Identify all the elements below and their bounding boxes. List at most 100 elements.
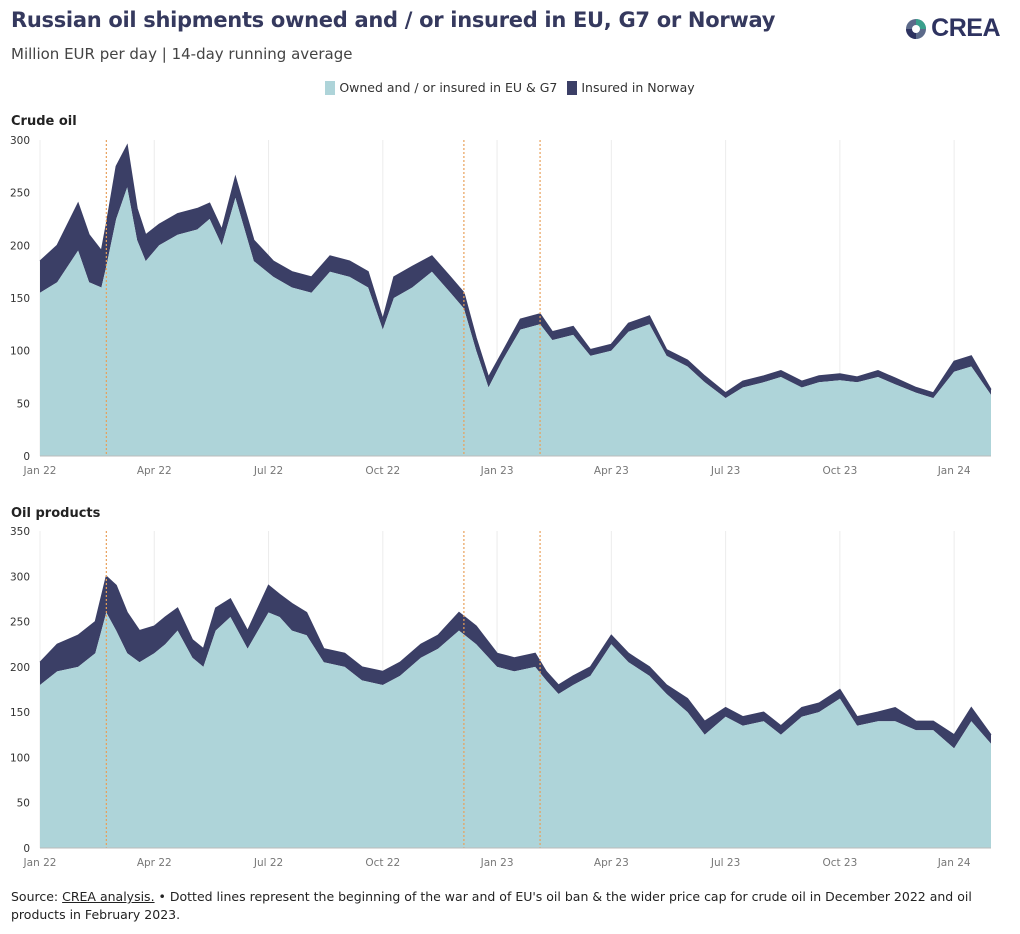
data-point-total xyxy=(818,702,820,704)
data-point-total xyxy=(39,661,41,663)
data-point-total xyxy=(100,250,102,252)
data-point-total xyxy=(164,616,166,618)
data-point-total xyxy=(496,652,498,654)
data-point-total xyxy=(610,343,612,345)
data-point-total xyxy=(628,322,630,324)
chart-subtitle: Million EUR per day | 14-day running ave… xyxy=(11,45,353,63)
data-point-total xyxy=(704,375,706,377)
data-point-total xyxy=(839,373,841,375)
data-point-total xyxy=(202,648,204,650)
x-tick-label: Oct 22 xyxy=(365,465,400,477)
data-point-total xyxy=(572,675,574,677)
data-point-total xyxy=(589,349,591,351)
data-point-total xyxy=(39,260,41,262)
x-tick-label: Oct 23 xyxy=(822,857,857,869)
data-point-total xyxy=(558,684,560,686)
data-point-total xyxy=(763,375,765,377)
data-point-total xyxy=(177,213,179,215)
data-point-total xyxy=(221,229,223,231)
data-point-total xyxy=(780,370,782,372)
x-tick-label: Apr 23 xyxy=(594,465,629,477)
data-point-total xyxy=(56,643,58,645)
y-tick-label: 300 xyxy=(10,135,30,147)
x-tick-label: Apr 22 xyxy=(137,465,172,477)
data-point-total xyxy=(382,318,384,320)
data-point-total xyxy=(158,223,160,225)
y-tick-label: 0 xyxy=(23,451,30,463)
data-point-total xyxy=(291,271,293,273)
data-point-total xyxy=(589,666,591,668)
data-point-total xyxy=(610,634,612,636)
data-point-total xyxy=(894,377,896,379)
data-point-total xyxy=(856,376,858,378)
data-point-total xyxy=(742,716,744,718)
data-point-total xyxy=(970,707,972,709)
data-point-total xyxy=(742,380,744,382)
x-tick-label: Jan 22 xyxy=(23,857,57,869)
y-tick-label: 250 xyxy=(10,188,30,200)
crea-logo: CREA xyxy=(904,14,1000,43)
data-point-total xyxy=(990,389,992,391)
data-point-total xyxy=(177,607,179,609)
x-tick-label: Jan 24 xyxy=(937,857,971,869)
data-point-total xyxy=(666,684,668,686)
data-point-total xyxy=(196,208,198,210)
series-area-insured-norway[interactable] xyxy=(40,576,991,749)
legend: Owned and / or insured in EU & G7 Insure… xyxy=(0,80,1020,95)
data-point-total xyxy=(56,244,58,246)
data-point-total xyxy=(551,331,553,333)
footer-note-text: • Dotted lines represent the beginning o… xyxy=(11,889,972,922)
data-point-total xyxy=(272,260,274,262)
data-point-total xyxy=(648,666,650,668)
data-point-total xyxy=(234,176,236,178)
data-point-total xyxy=(382,670,384,672)
data-point-total xyxy=(704,720,706,722)
data-point-total xyxy=(687,359,689,361)
data-point-total xyxy=(687,698,689,700)
legend-item-insured-norway[interactable]: Insured in Norway xyxy=(567,80,695,95)
data-point-total xyxy=(932,392,934,394)
y-tick-label: 200 xyxy=(10,662,30,674)
legend-item-owned-eu-g7[interactable]: Owned and / or insured in EU & G7 xyxy=(325,80,557,95)
data-point-total xyxy=(501,352,503,354)
y-tick-label: 300 xyxy=(10,571,30,583)
series-area-owned-eu-g7[interactable] xyxy=(40,187,991,456)
data-point-total xyxy=(247,630,249,632)
legend-swatch-insured-norway xyxy=(567,80,578,95)
x-tick-label: Oct 23 xyxy=(822,465,857,477)
x-tick-label: Jul 23 xyxy=(710,465,740,477)
data-point-total xyxy=(915,720,917,722)
source-link[interactable]: CREA analysis. xyxy=(62,889,155,904)
data-point-total xyxy=(628,652,630,654)
panel-title-crude-oil: Crude oil xyxy=(11,114,77,129)
footer-note: Source: CREA analysis. • Dotted lines re… xyxy=(11,888,1001,924)
y-tick-label: 200 xyxy=(10,240,30,252)
data-point-total xyxy=(145,234,147,236)
data-point-total xyxy=(545,670,547,672)
y-tick-label: 150 xyxy=(10,293,30,305)
data-point-total xyxy=(763,711,765,713)
data-point-total xyxy=(932,720,934,722)
data-point-total xyxy=(513,657,515,659)
data-point-total xyxy=(253,239,255,241)
data-point-total xyxy=(115,584,117,586)
data-point-total xyxy=(361,666,363,668)
legend-label-owned-eu-g7: Owned and / or insured in EU & G7 xyxy=(339,80,558,95)
data-point-total xyxy=(725,707,727,709)
chart-title: Russian oil shipments owned and / or ins… xyxy=(11,8,776,32)
data-point-total xyxy=(367,271,369,273)
data-point-total xyxy=(953,734,955,736)
data-point-total xyxy=(311,276,313,278)
y-tick-label: 100 xyxy=(10,752,30,764)
data-point-total xyxy=(519,318,521,320)
x-tick-label: Jan 22 xyxy=(23,465,57,477)
data-point-total xyxy=(139,630,141,632)
series-area-owned-eu-g7[interactable] xyxy=(40,612,991,849)
data-point-total xyxy=(666,349,668,351)
data-point-total xyxy=(153,625,155,627)
data-point-total xyxy=(344,652,346,654)
legend-label-insured-norway: Insured in Norway xyxy=(581,80,695,95)
data-point-total xyxy=(126,612,128,614)
data-point-total xyxy=(801,707,803,709)
